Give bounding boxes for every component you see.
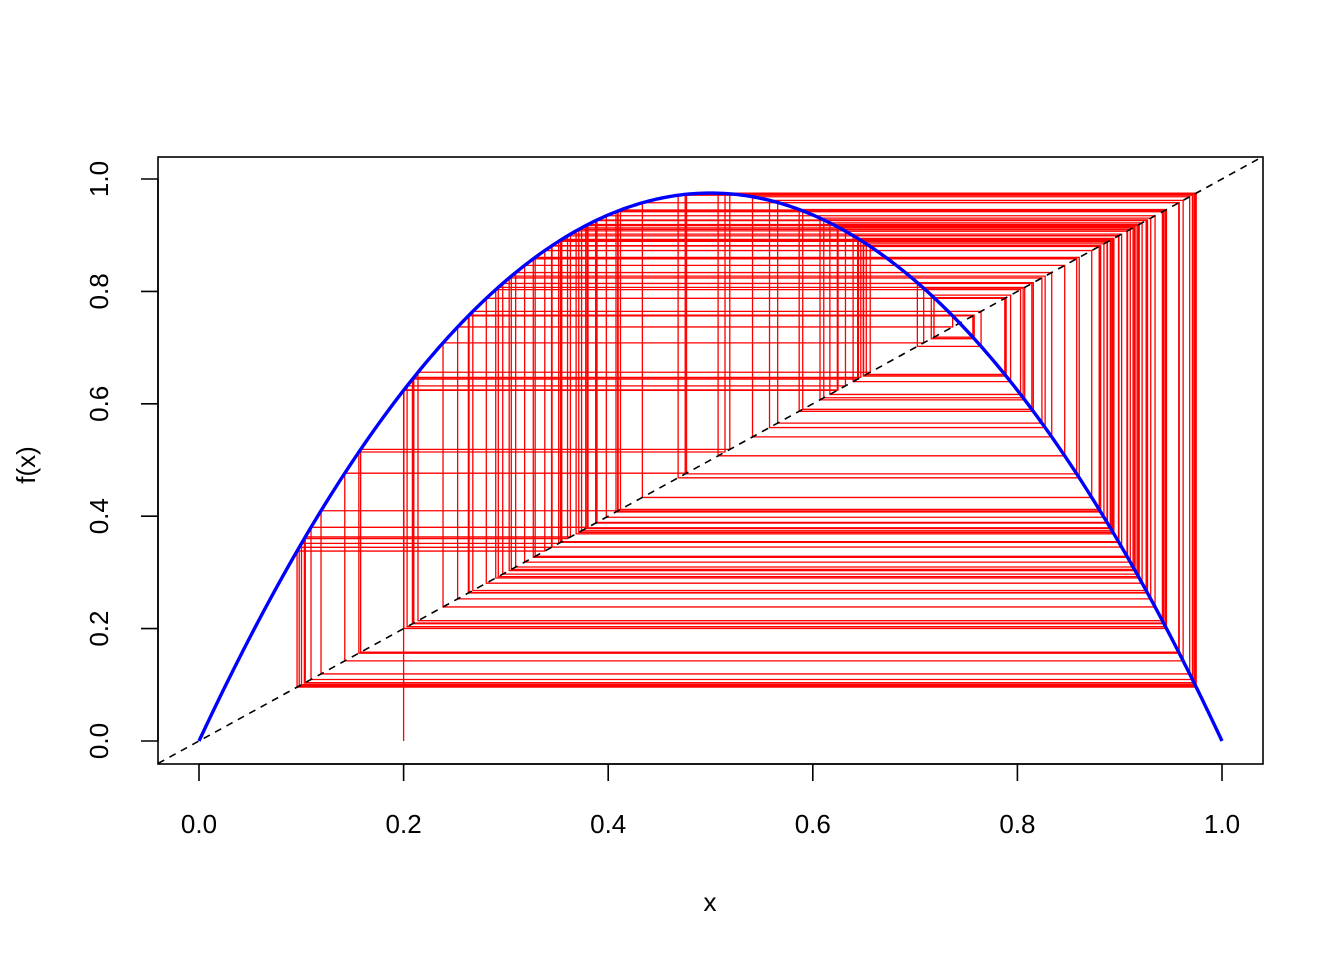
y-tick-label: 0.4 [84,498,114,534]
x-axis: 0.0 0.2 0.4 0.6 0.8 1.0 [181,763,1240,839]
cobweb-path [296,192,1197,741]
x-tick-label: 1.0 [1204,809,1240,839]
cobweb-lines [296,192,1197,741]
x-axis-title: x [704,887,717,917]
x-tick-label: 0.4 [590,809,626,839]
identity-line [157,155,1264,765]
y-tick-label: 0.0 [84,723,114,759]
x-tick-label: 0.0 [181,809,217,839]
y-tick-label: 0.8 [84,273,114,309]
y-tick-label: 0.6 [84,386,114,422]
y-tick-label: 0.2 [84,611,114,647]
map-curve [197,191,1224,742]
y-tick-label: 1.0 [84,161,114,197]
x-tick-label: 0.8 [999,809,1035,839]
x-tick-label: 0.6 [795,809,831,839]
y-axis: 0.0 0.2 0.4 0.6 0.8 1.0 [84,161,159,759]
y-axis-title: f(x) [11,446,41,484]
x-tick-label: 0.2 [386,809,422,839]
